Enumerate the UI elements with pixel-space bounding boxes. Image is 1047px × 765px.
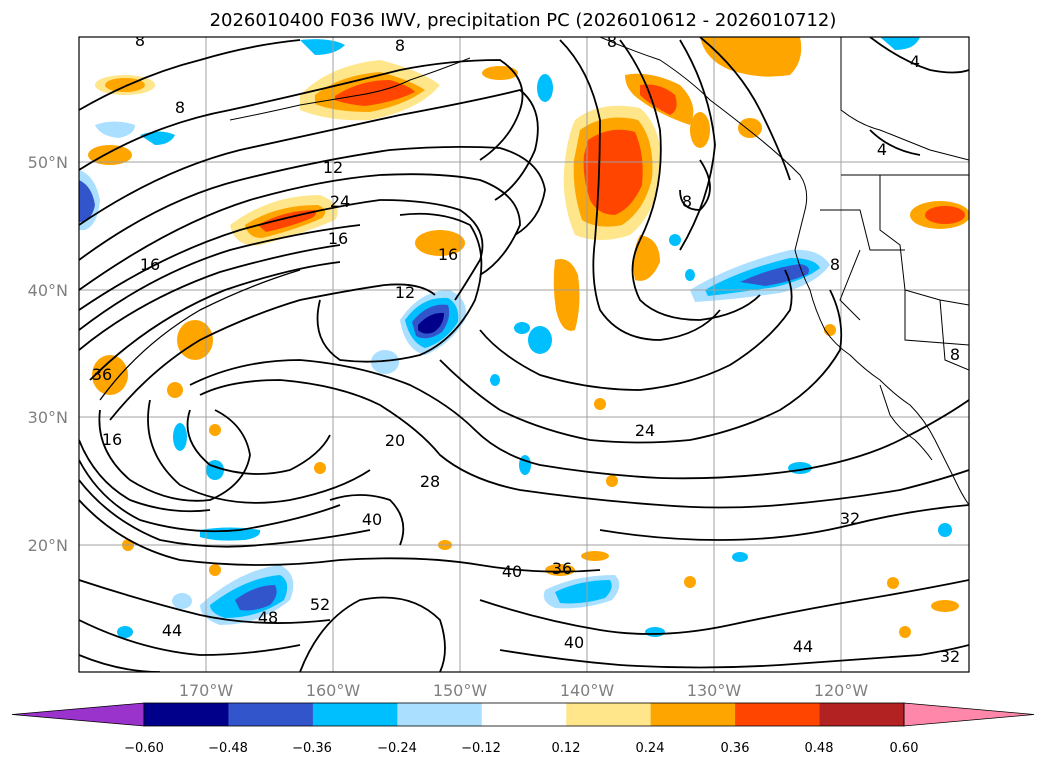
colorbar-tick-label: 0.48 bbox=[805, 741, 834, 756]
colorbar-bin bbox=[397, 703, 483, 726]
colorbar-bin bbox=[312, 703, 398, 726]
contour-label: 12 bbox=[395, 283, 415, 302]
contour-label: 40 bbox=[502, 562, 522, 581]
colorbar-bin bbox=[144, 703, 229, 726]
contour-label: 16 bbox=[102, 430, 122, 449]
colorbar-tick-label: −0.24 bbox=[377, 741, 417, 756]
map-frame bbox=[78, 36, 970, 673]
contour-label: 44 bbox=[793, 637, 813, 656]
contour-label: 48 bbox=[258, 608, 278, 627]
contour-label: 52 bbox=[310, 595, 330, 614]
contour-label: 4 bbox=[910, 52, 920, 71]
colorbar-tick-label: −0.48 bbox=[208, 741, 248, 756]
contour-label: 40 bbox=[564, 633, 584, 652]
contour-label: 4 bbox=[877, 140, 887, 159]
lat-label: 20°N bbox=[28, 536, 68, 555]
lon-label: 120°W bbox=[814, 681, 869, 700]
contour-label: 8 bbox=[950, 345, 960, 364]
contour-label: 36 bbox=[92, 365, 112, 384]
lat-label: 30°N bbox=[28, 408, 68, 427]
lon-label: 160°W bbox=[306, 681, 361, 700]
coastlines bbox=[229, 37, 969, 506]
contour-label: 12 bbox=[323, 158, 343, 177]
colorbar-tick-label: 0.24 bbox=[636, 741, 665, 756]
contour-label: 32 bbox=[840, 509, 860, 528]
contour-label: 16 bbox=[140, 255, 160, 274]
colorbar-bin bbox=[735, 703, 821, 726]
colorbar-tick-label: −0.36 bbox=[292, 741, 332, 756]
colorbar-tick-label: 0.12 bbox=[552, 741, 581, 756]
colorbar-tick-label: 0.36 bbox=[721, 741, 750, 756]
colorbar-labels: −0.60 −0.48 −0.36 −0.24 −0.12 0.12 0.24 … bbox=[124, 741, 918, 756]
contour-label: 28 bbox=[420, 472, 440, 491]
lon-label: 130°W bbox=[687, 681, 742, 700]
contour-labels: 8 8 12 24 16 16 16 12 36 16 20 28 24 32 … bbox=[92, 31, 960, 666]
contour-label: 8 bbox=[175, 98, 185, 117]
colorbar-tick-label: −0.60 bbox=[124, 741, 164, 756]
contour-label: 8 bbox=[682, 192, 692, 211]
contour-label: 24 bbox=[635, 421, 655, 440]
precipitation-shading bbox=[79, 37, 969, 638]
colorbar bbox=[11, 702, 1035, 727]
lon-label: 150°W bbox=[433, 681, 488, 700]
colorbar-tick-label: −0.12 bbox=[461, 741, 501, 756]
contour-label: 8 bbox=[830, 255, 840, 274]
contour-label: 44 bbox=[162, 621, 182, 640]
contour-label: 16 bbox=[328, 229, 348, 248]
contour-label: 20 bbox=[385, 431, 405, 450]
contour-label: 8 bbox=[607, 32, 617, 51]
colorbar-bin bbox=[650, 703, 736, 726]
contour-label: 16 bbox=[438, 245, 458, 264]
colorbar-bin bbox=[228, 703, 314, 726]
lat-label: 40°N bbox=[28, 281, 68, 300]
graticule bbox=[79, 37, 969, 672]
longitude-labels: 170°W 160°W 150°W 140°W 130°W 120°W bbox=[179, 681, 869, 700]
latitude-labels: 50°N 40°N 30°N 20°N bbox=[28, 153, 68, 555]
map-panel: 8 8 12 24 16 16 16 12 36 16 20 28 24 32 … bbox=[79, 31, 969, 672]
colorbar-frame bbox=[143, 702, 905, 727]
chart-title: 2026010400 F036 IWV, precipitation PC (2… bbox=[210, 10, 837, 31]
colorbar-bin bbox=[819, 703, 905, 726]
lat-label: 50°N bbox=[28, 153, 68, 172]
colorbar-bin bbox=[566, 703, 652, 726]
contour-label: 8 bbox=[395, 36, 405, 55]
colorbar-tick-label: 0.60 bbox=[890, 741, 919, 756]
iwv-contours bbox=[79, 37, 969, 672]
contour-label: 24 bbox=[330, 192, 350, 211]
contour-label: 8 bbox=[135, 31, 145, 50]
lon-label: 170°W bbox=[179, 681, 234, 700]
colorbar-bin bbox=[481, 703, 567, 726]
lon-label: 140°W bbox=[560, 681, 615, 700]
contour-label: 32 bbox=[940, 647, 960, 666]
contour-label: 36 bbox=[552, 559, 572, 578]
contour-label: 40 bbox=[362, 510, 382, 529]
